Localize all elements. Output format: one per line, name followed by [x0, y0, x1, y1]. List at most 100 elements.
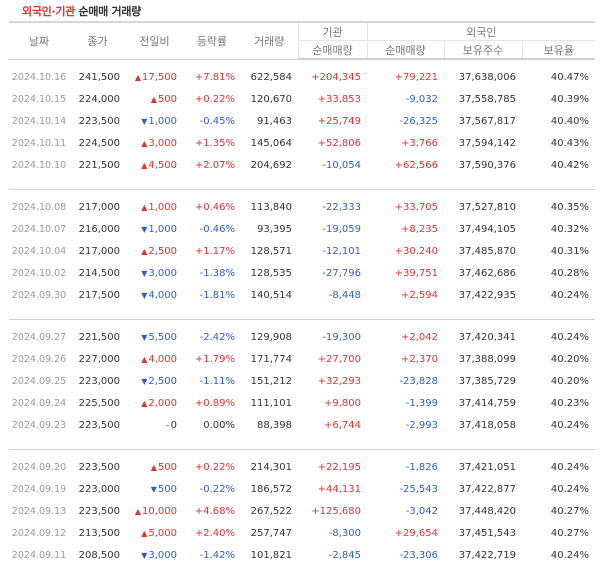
- cell-institution-net: +9,800: [298, 392, 367, 414]
- cell-volume: 128,535: [241, 262, 298, 284]
- cell-volume: 214,301: [241, 456, 298, 478]
- header-close: 종가: [69, 22, 126, 59]
- cell-foreign-net: -1,399: [367, 392, 444, 414]
- cell-date: 2024.09.25: [9, 370, 69, 392]
- cell-date: 2024.09.26: [9, 348, 69, 370]
- cell-holdings: 37,422,877: [444, 478, 522, 500]
- cell-close: 221,500: [69, 154, 126, 176]
- cell-date: 2024.09.20: [9, 456, 69, 478]
- trading-table: 날짜 종가 전일비 등락률 거래량 기관 외국인 순매매량 순매매량 보유주수 …: [9, 21, 595, 566]
- change-value: 500: [158, 462, 177, 473]
- down-arrow-icon: ▼: [141, 225, 147, 234]
- cell-change: ▼4,000: [126, 284, 183, 306]
- cell-volume: 93,395: [241, 218, 298, 240]
- cell-volume: 88,398: [241, 414, 298, 436]
- cell-holding-rate: 40.47%: [522, 66, 595, 88]
- cell-institution-net: -10,054: [298, 154, 367, 176]
- cell-date: 2024.10.04: [9, 240, 69, 262]
- cell-holding-rate: 40.23%: [522, 392, 595, 414]
- cell-foreign-net: +30,240: [367, 240, 444, 262]
- header-volume: 거래량: [241, 22, 298, 59]
- cell-change: ▲1,000: [126, 196, 183, 218]
- cell-holdings: 37,494,105: [444, 218, 522, 240]
- title-foreign: 외국인: [22, 5, 51, 18]
- cell-change: ▲5,000: [126, 522, 183, 544]
- cell-institution-net: -12,101: [298, 240, 367, 262]
- cell-holding-rate: 40.27%: [522, 522, 595, 544]
- header-holding-rate: 보유율: [522, 41, 595, 59]
- cell-foreign-net: +33,705: [367, 196, 444, 218]
- cell-foreign-net: -26,325: [367, 110, 444, 132]
- cell-institution-net: -27,796: [298, 262, 367, 284]
- cell-rate: -0.45%: [183, 110, 241, 132]
- cell-rate: -0.22%: [183, 478, 241, 500]
- cell-change: ▼2,500: [126, 370, 183, 392]
- cell-volume: 204,692: [241, 154, 298, 176]
- cell-change: ▲500: [126, 456, 183, 478]
- cell-date: 2024.10.02: [9, 262, 69, 284]
- cell-close: 223,000: [69, 370, 126, 392]
- cell-volume: 145,064: [241, 132, 298, 154]
- cell-foreign-net: +79,221: [367, 66, 444, 88]
- cell-foreign-net: +62,566: [367, 154, 444, 176]
- header-foreign-net: 순매매량: [367, 41, 444, 59]
- change-value: 5,500: [148, 332, 177, 343]
- change-value: 17,500: [142, 72, 177, 83]
- flat-dash-icon: –: [166, 421, 170, 430]
- cell-foreign-net: -2,993: [367, 414, 444, 436]
- change-value: 0: [171, 420, 177, 431]
- cell-foreign-net: +29,654: [367, 522, 444, 544]
- cell-volume: 120,670: [241, 88, 298, 110]
- cell-institution-net: +32,293: [298, 370, 367, 392]
- cell-foreign-net: +8,235: [367, 218, 444, 240]
- cell-institution-net: +52,806: [298, 132, 367, 154]
- down-arrow-icon: ▼: [151, 485, 157, 494]
- cell-rate: -1.11%: [183, 370, 241, 392]
- investor-trading-panel: 외국인·기관 순매매 거래량 날짜 종가 전일비 등락률 거래량 기관 외국인 …: [0, 0, 600, 512]
- header-change: 전일비: [126, 22, 183, 59]
- header-institution-net: 순매매량: [298, 41, 367, 59]
- up-arrow-icon: ▲: [141, 529, 147, 538]
- header-date: 날짜: [9, 22, 69, 59]
- cell-close: 217,000: [69, 196, 126, 218]
- cell-change: ▲3,000: [126, 132, 183, 154]
- cell-institution-net: -19,300: [298, 326, 367, 348]
- title-institution: 기관: [55, 5, 75, 18]
- cell-holding-rate: 40.42%: [522, 154, 595, 176]
- cell-date: 2024.09.27: [9, 326, 69, 348]
- cell-institution-net: +25,749: [298, 110, 367, 132]
- up-arrow-icon: ▲: [135, 73, 141, 82]
- panel-title: 외국인·기관 순매매 거래량: [22, 3, 141, 19]
- down-arrow-icon: ▼: [141, 291, 147, 300]
- cell-holdings: 37,422,935: [444, 284, 522, 306]
- cell-holdings: 37,567,817: [444, 110, 522, 132]
- cell-holdings: 37,422,719: [444, 544, 522, 566]
- header-institution-group: 기관: [298, 22, 367, 41]
- cell-close: 223,500: [69, 500, 126, 522]
- cell-volume: 257,747: [241, 522, 298, 544]
- cell-close: 223,500: [69, 110, 126, 132]
- cell-volume: 267,522: [241, 500, 298, 522]
- change-value: 500: [158, 94, 177, 105]
- cell-rate: -2.42%: [183, 326, 241, 348]
- cell-volume: 622,584: [241, 66, 298, 88]
- cell-volume: 111,101: [241, 392, 298, 414]
- cell-date: 2024.10.15: [9, 88, 69, 110]
- cell-change: ▲4,500: [126, 154, 183, 176]
- cell-holding-rate: 40.31%: [522, 240, 595, 262]
- cell-close: 208,500: [69, 544, 126, 566]
- down-arrow-icon: ▼: [141, 551, 147, 560]
- cell-close: 223,500: [69, 456, 126, 478]
- up-arrow-icon: ▲: [151, 463, 157, 472]
- cell-foreign-net: -1,826: [367, 456, 444, 478]
- cell-close: 224,000: [69, 88, 126, 110]
- cell-close: 213,500: [69, 522, 126, 544]
- cell-holding-rate: 40.32%: [522, 218, 595, 240]
- cell-rate: -1.81%: [183, 284, 241, 306]
- cell-close: 225,500: [69, 392, 126, 414]
- down-arrow-icon: ▼: [141, 377, 147, 386]
